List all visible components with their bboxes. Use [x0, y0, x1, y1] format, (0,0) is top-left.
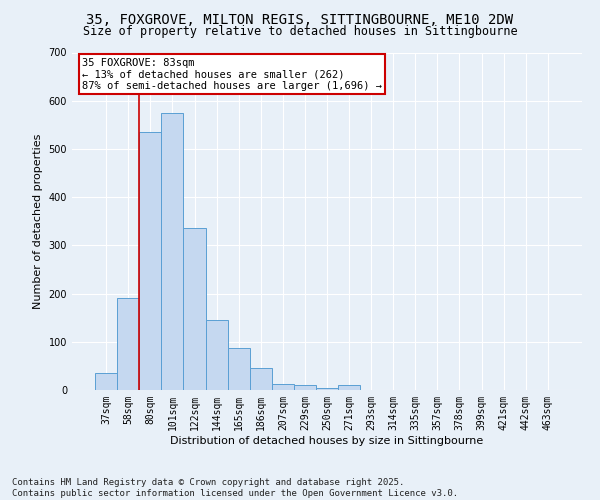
Bar: [139, 132, 161, 390]
Y-axis label: Number of detached properties: Number of detached properties: [33, 134, 43, 309]
Bar: [117, 298, 139, 390]
X-axis label: Distribution of detached houses by size in Sittingbourne: Distribution of detached houses by size …: [170, 436, 484, 446]
Text: Size of property relative to detached houses in Sittingbourne: Size of property relative to detached ho…: [83, 25, 517, 38]
Bar: [316, 388, 338, 390]
Bar: [250, 368, 272, 390]
Bar: [161, 113, 184, 390]
Bar: [95, 373, 117, 390]
Bar: [206, 320, 227, 390]
Text: 35 FOXGROVE: 83sqm
← 13% of detached houses are smaller (262)
87% of semi-detach: 35 FOXGROVE: 83sqm ← 13% of detached hou…: [82, 58, 382, 91]
Text: 35, FOXGROVE, MILTON REGIS, SITTINGBOURNE, ME10 2DW: 35, FOXGROVE, MILTON REGIS, SITTINGBOURN…: [86, 12, 514, 26]
Text: Contains HM Land Registry data © Crown copyright and database right 2025.
Contai: Contains HM Land Registry data © Crown c…: [12, 478, 458, 498]
Bar: [294, 385, 316, 390]
Bar: [272, 384, 294, 390]
Bar: [338, 385, 360, 390]
Bar: [227, 348, 250, 390]
Bar: [184, 228, 206, 390]
